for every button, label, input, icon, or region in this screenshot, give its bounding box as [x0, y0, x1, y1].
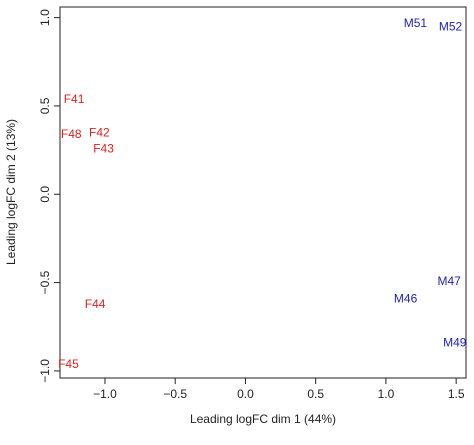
- point-label-f41: F41: [64, 92, 85, 106]
- y-axis: −1.0 −0.5 0.0 0.5 1.0: [38, 9, 60, 383]
- point-label-f48: F48: [61, 127, 82, 141]
- point-label-m49: M49: [443, 336, 467, 350]
- x-tick-label: 1.5: [448, 387, 465, 401]
- x-axis-title: Leading logFC dim 1 (44%): [190, 412, 336, 426]
- point-labels: F41 F48 F42 F43 F44 F45 M51 M52 M47 M46 M49: [58, 16, 467, 371]
- y-tick-label: −1.0: [38, 359, 52, 383]
- point-label-f44: F44: [85, 297, 106, 311]
- point-label-f45: F45: [58, 357, 79, 371]
- y-tick-label: 0.0: [38, 186, 52, 203]
- y-axis-title: Leading logFC dim 2 (13%): [4, 119, 18, 265]
- point-label-m52: M52: [439, 19, 463, 33]
- x-tick-label: 0.0: [237, 387, 254, 401]
- point-label-m46: M46: [394, 292, 418, 306]
- y-tick-label: 0.5: [38, 97, 52, 114]
- point-label-f43: F43: [93, 141, 114, 155]
- x-tick-label: 1.0: [378, 387, 395, 401]
- x-tick-label: 0.5: [307, 387, 324, 401]
- y-tick-label: −0.5: [38, 270, 52, 294]
- point-label-m51: M51: [404, 16, 428, 30]
- plot-frame: [59, 6, 467, 379]
- x-tick-label: −0.5: [163, 387, 187, 401]
- point-label-f42: F42: [89, 125, 110, 139]
- x-axis: −1.0 −0.5 0.0 0.5 1.0 1.5: [93, 378, 465, 401]
- x-tick-label: −1.0: [93, 387, 117, 401]
- y-tick-label: 1.0: [38, 9, 52, 26]
- point-label-m47: M47: [437, 274, 461, 288]
